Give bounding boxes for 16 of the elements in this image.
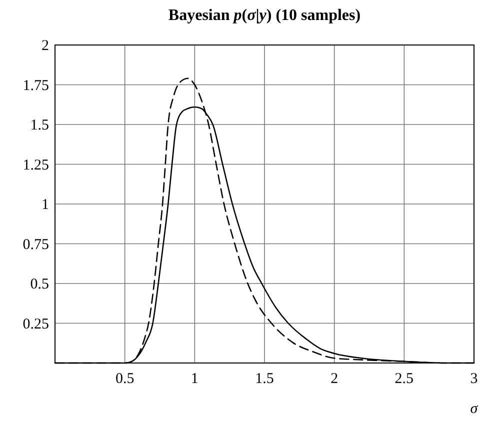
x-tick-label: 0.5 <box>115 371 134 387</box>
y-tick-label: 0.75 <box>22 236 49 253</box>
y-tick-label: 1 <box>42 197 49 213</box>
x-tick-label: 2 <box>330 371 338 387</box>
y-tick-label: 0.25 <box>22 316 49 332</box>
x-tick-label: 2.5 <box>394 371 414 387</box>
chart-title: Bayesian p(σ|y) (10 samples) <box>168 7 361 24</box>
y-tick-label: 1.75 <box>22 78 49 94</box>
y-tick-label: 1.25 <box>22 157 49 174</box>
x-tick-label: 1 <box>190 371 198 387</box>
x-tick-label: 1.5 <box>255 371 274 387</box>
y-tick-label: 2 <box>42 38 49 54</box>
x-tick-label: 3 <box>470 371 478 387</box>
x-axis-title: σ <box>470 401 478 417</box>
y-tick-label: 1.5 <box>30 118 49 134</box>
y-tick-label: 0.5 <box>30 276 49 292</box>
